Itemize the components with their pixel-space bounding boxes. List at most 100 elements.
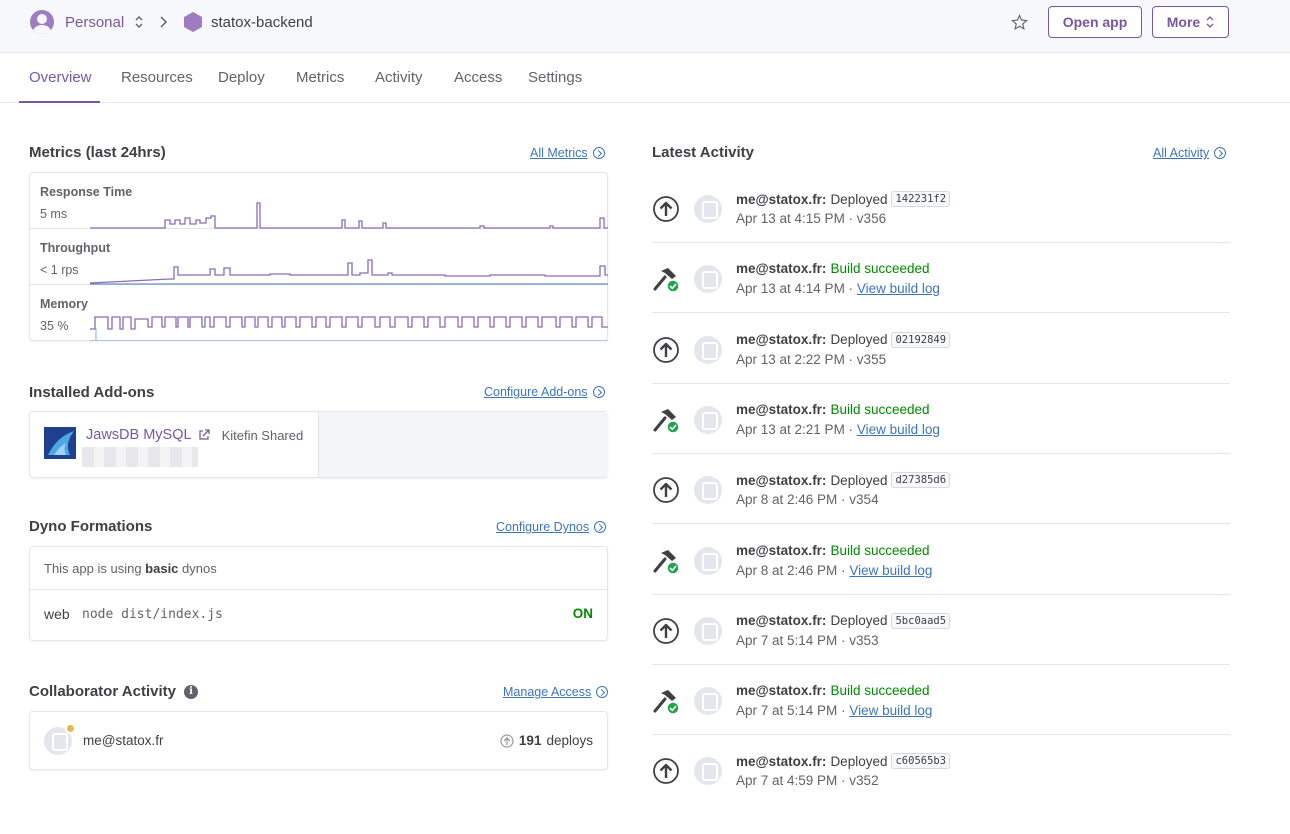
activity-user: me@statox.fr:: [736, 753, 827, 769]
activity-meta: Apr 7 at 5:14 PM · View build log: [736, 703, 932, 718]
activity-title: Latest Activity: [652, 144, 754, 161]
metric-row-memory[interactable]: Memory 35 %: [30, 285, 608, 341]
activity-date: Apr 7 at 5:14 PM · v353: [736, 632, 879, 648]
activity-action: Build succeeded: [830, 401, 930, 417]
dyno-process-type: web: [44, 606, 70, 622]
more-label: More: [1166, 14, 1201, 30]
deploy-icon: [652, 476, 680, 504]
activity-summary: me@statox.fr: Build succeeded: [736, 402, 930, 417]
chevron-updown-icon: [1206, 16, 1214, 28]
jawsdb-logo-icon: [44, 427, 76, 459]
info-icon[interactable]: i: [183, 684, 198, 699]
tab-metrics[interactable]: Metrics: [296, 69, 345, 86]
more-button[interactable]: More: [1152, 6, 1229, 38]
activity-action: Deployed: [830, 332, 888, 348]
deploy-count: 191 deploys: [500, 733, 593, 748]
activity-build-item: me@statox.fr: Build succeeded Apr 13 at 2:…: [652, 384, 1230, 454]
collab-card: me@statox.fr 191 deploys: [29, 711, 608, 770]
build-hammer-icon: [652, 265, 680, 294]
activity-summary: me@statox.fr: Build succeeded: [736, 543, 930, 558]
tab-settings[interactable]: Settings: [528, 69, 583, 86]
activity-action: Deployed: [830, 753, 888, 769]
owner-crown-icon: [65, 723, 76, 734]
activity-date: Apr 13 at 4:14 PM ·: [736, 281, 857, 297]
dyno-info: This app is using basic dynos: [30, 547, 607, 590]
deploy-icon: [652, 336, 680, 364]
activity-date: Apr 13 at 2:22 PM · v355: [736, 351, 887, 367]
activity-summary: me@statox.fr: Build succeeded: [736, 683, 930, 698]
user-avatar: [694, 687, 722, 716]
activity-meta: Apr 8 at 2:46 PM · View build log: [736, 563, 932, 578]
commit-sha[interactable]: 142231f2: [891, 191, 951, 207]
collab-title: Collaborator Activity: [29, 683, 176, 700]
activity-user: me@statox.fr:: [736, 472, 827, 488]
dyno-state[interactable]: ON: [572, 606, 593, 621]
dynos-card: This app is using basic dynos web node d…: [29, 546, 608, 641]
deploy-count-label: deploys: [546, 733, 593, 748]
commit-sha[interactable]: 5bc0aad5: [891, 612, 951, 629]
all-metrics-link[interactable]: All Metrics: [530, 146, 605, 160]
view-build-log-link[interactable]: View build log: [849, 703, 933, 719]
activity-date: Apr 7 at 5:14 PM ·: [736, 703, 850, 719]
build-hammer-icon: [652, 547, 680, 575]
arrow-circle-icon: [596, 686, 609, 698]
activity-deploy-item: me@statox.fr: Deployed 142231f2 Apr 13 at 4…: [652, 173, 1230, 243]
activity-date: Apr 8 at 2:46 PM · v354: [736, 492, 879, 508]
activity-date: Apr 13 at 2:21 PM ·: [736, 421, 857, 437]
manage-access-label: Manage Access: [503, 685, 592, 699]
activity-action: Deployed: [830, 613, 888, 629]
activity-user: me@statox.fr:: [736, 613, 827, 629]
commit-sha[interactable]: d27385d6: [891, 472, 951, 489]
activity-summary: me@statox.fr: Deployed 142231f2: [736, 191, 951, 207]
user-avatar: [694, 335, 722, 364]
manage-access-link[interactable]: Manage Access: [503, 685, 609, 699]
commit-sha[interactable]: 02192849: [891, 331, 951, 348]
tab-activity[interactable]: Activity: [375, 69, 423, 86]
user-avatar: [694, 546, 722, 575]
app-name: statox-backend: [211, 13, 313, 31]
activity-build-item: me@statox.fr: Build succeeded Apr 8 at 2:4…: [652, 525, 1230, 595]
addon-name: JawsDB MySQL: [86, 427, 192, 443]
app-breadcrumb[interactable]: statox-backend: [183, 0, 313, 44]
activity-date: Apr 13 at 4:15 PM · v356: [736, 211, 887, 226]
user-avatar: [694, 757, 722, 786]
view-build-log-link[interactable]: View build log: [856, 281, 940, 297]
tab-access[interactable]: Access: [454, 69, 503, 86]
tab-resources[interactable]: Resources: [121, 69, 193, 86]
redacted-addon-attachment: [82, 447, 198, 467]
all-metrics-label: All Metrics: [530, 146, 588, 160]
active-tab-indicator: [19, 101, 100, 103]
metric-label: Response Time: [40, 185, 133, 199]
activity-meta: Apr 7 at 5:14 PM · v353: [736, 633, 879, 648]
addons-title: Installed Add-ons: [29, 384, 155, 401]
configure-dynos-link[interactable]: Configure Dynos: [496, 520, 607, 534]
deploy-count-value: 191: [518, 733, 542, 748]
star-icon[interactable]: [1011, 14, 1028, 31]
metric-row-throughput[interactable]: Throughput < 1 rps: [30, 229, 608, 285]
addon-plan: Kitefin Shared: [221, 427, 304, 443]
activity-meta: Apr 7 at 4:59 PM · v352: [736, 773, 879, 788]
deploy-icon: [652, 757, 680, 785]
view-build-log-link[interactable]: View build log: [856, 421, 940, 437]
user-avatar: [694, 265, 722, 294]
addon-row[interactable]: JawsDB MySQL Kitefin Shared: [86, 427, 303, 443]
tab-deploy[interactable]: Deploy: [218, 69, 265, 86]
view-build-log-link[interactable]: View build log: [849, 562, 933, 578]
all-activity-link[interactable]: All Activity: [1153, 146, 1227, 160]
dyno-command: node dist/index.js: [82, 607, 223, 622]
deploy-icon: [652, 195, 680, 223]
user-avatar: [694, 476, 722, 505]
user-avatar: [694, 405, 722, 434]
configure-addons-link[interactable]: Configure Add-ons: [484, 385, 605, 399]
metric-row-response-time[interactable]: Response Time 5 ms: [30, 173, 608, 229]
open-app-button[interactable]: Open app: [1048, 6, 1142, 38]
metric-value: 35 %: [40, 319, 69, 333]
tab-overview[interactable]: Overview: [29, 69, 92, 86]
team-switcher[interactable]: Personal: [30, 0, 144, 44]
dynos-title: Dyno Formations: [29, 518, 153, 535]
collaborator-email: me@statox.fr: [83, 733, 164, 748]
user-avatar: [694, 195, 722, 223]
commit-sha[interactable]: c60565b3: [891, 753, 951, 770]
metrics-card: Response Time 5 ms Throughput < 1 rps Me…: [29, 172, 608, 341]
dyno-info-prefix: This app is using: [44, 561, 146, 576]
